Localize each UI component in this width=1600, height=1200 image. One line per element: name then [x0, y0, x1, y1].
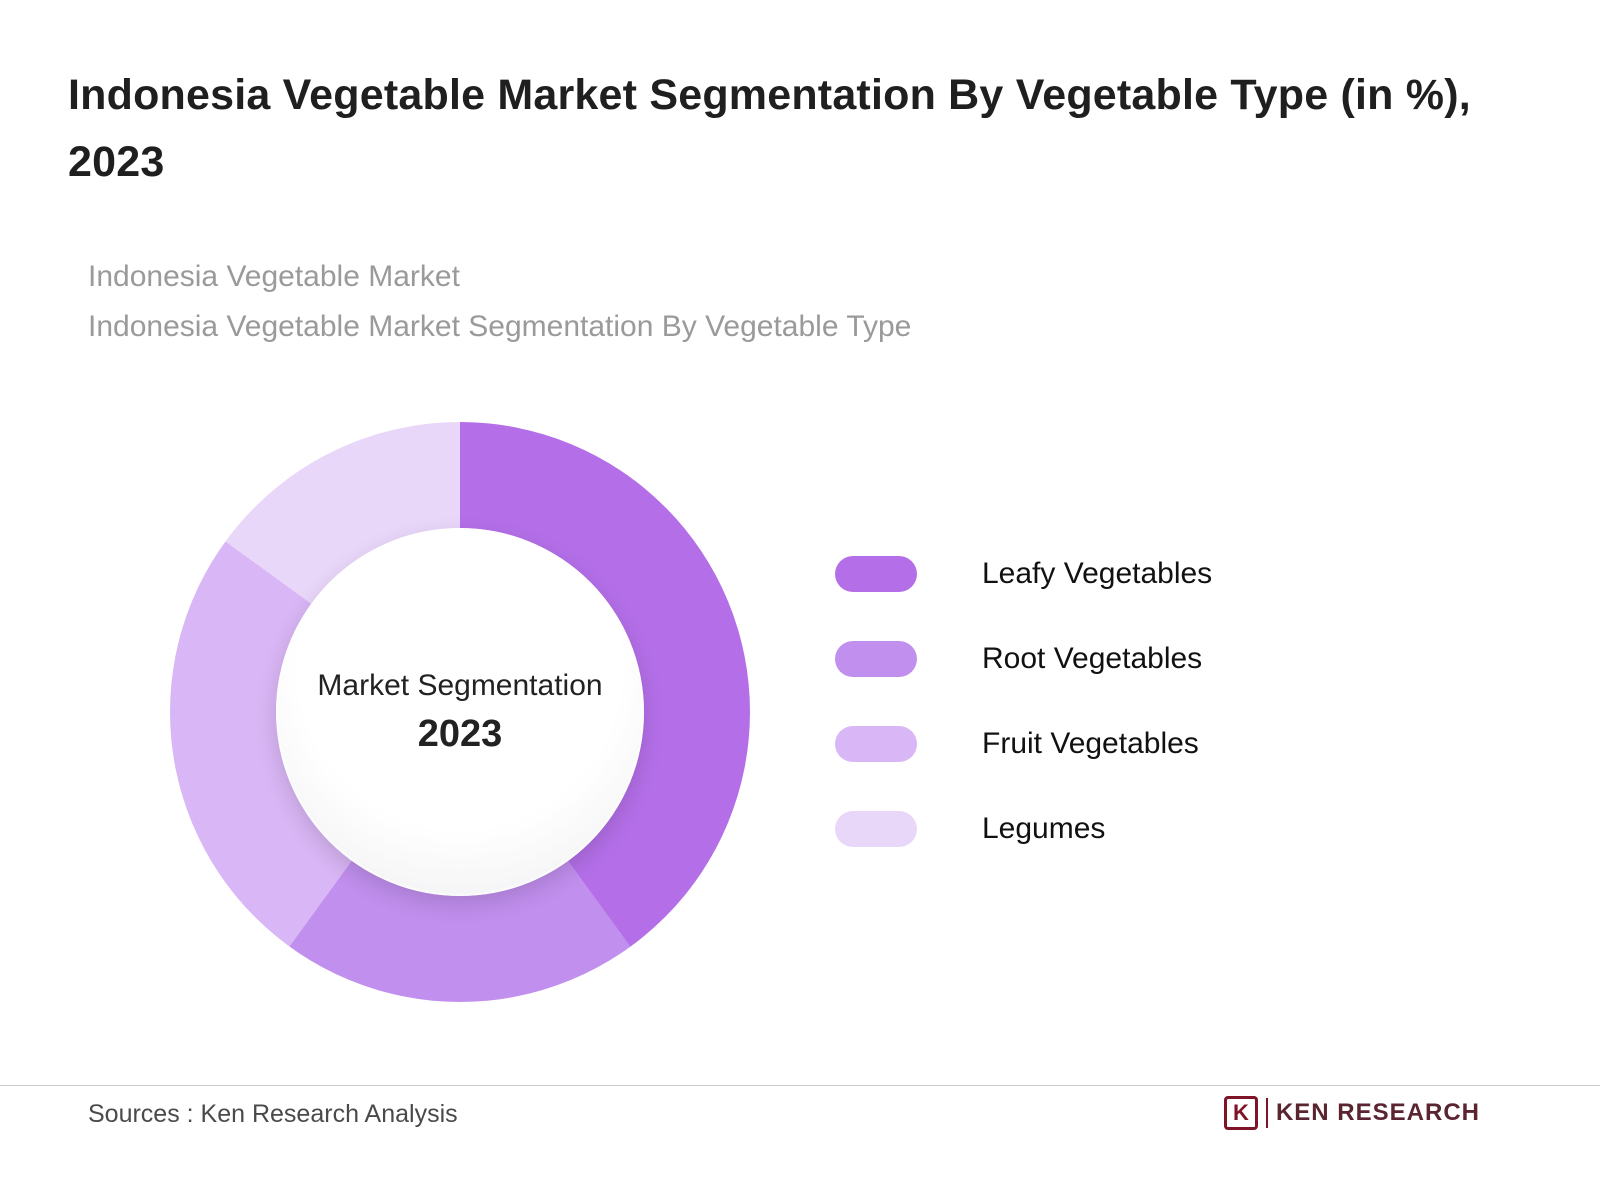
legend-swatch-leafy-vegetables	[835, 556, 917, 592]
legend-item-legumes: Legumes	[835, 811, 1212, 847]
subtitle-line-1: Indonesia Vegetable Market	[88, 260, 460, 293]
chart-legend: Leafy Vegetables Root Vegetables Fruit V…	[835, 556, 1212, 847]
legend-item-fruit-vegetables: Fruit Vegetables	[835, 726, 1212, 762]
sources-text: Sources : Ken Research Analysis	[88, 1100, 458, 1128]
logo-divider	[1265, 1098, 1268, 1128]
donut-ring: Market Segmentation 2023	[170, 422, 750, 1002]
legend-swatch-fruit-vegetables	[835, 726, 917, 762]
legend-swatch-legumes	[835, 811, 917, 847]
legend-label-legumes: Legumes	[982, 812, 1106, 845]
subtitle-block: Indonesia Vegetable Market Indonesia Veg…	[88, 252, 911, 351]
subtitle-line-2: Indonesia Vegetable Market Segmentation …	[88, 309, 912, 343]
ken-research-logo-icon: K	[1223, 1096, 1258, 1130]
donut-chart: Market Segmentation 2023	[170, 422, 750, 1002]
legend-label-fruit-vegetables: Fruit Vegetables	[982, 727, 1199, 760]
donut-center-label: Market Segmentation	[317, 668, 603, 702]
ken-research-logo-text: KEN RESEARCH	[1275, 1099, 1480, 1126]
legend-swatch-root-vegetables	[835, 641, 917, 677]
donut-center: Market Segmentation 2023	[276, 528, 644, 896]
page-title: Indonesia Vegetable Market Segmentation …	[68, 71, 1471, 186]
legend-label-root-vegetables: Root Vegetables	[982, 642, 1203, 675]
legend-label-leafy-vegetables: Leafy Vegetables	[982, 557, 1213, 590]
legend-item-root-vegetables: Root Vegetables	[835, 641, 1212, 677]
legend-item-leafy-vegetables: Leafy Vegetables	[835, 556, 1212, 592]
footer-divider	[0, 1085, 1600, 1086]
donut-center-year: 2023	[417, 712, 503, 755]
ken-research-logo: K KEN RESEARCH	[1223, 1096, 1480, 1130]
